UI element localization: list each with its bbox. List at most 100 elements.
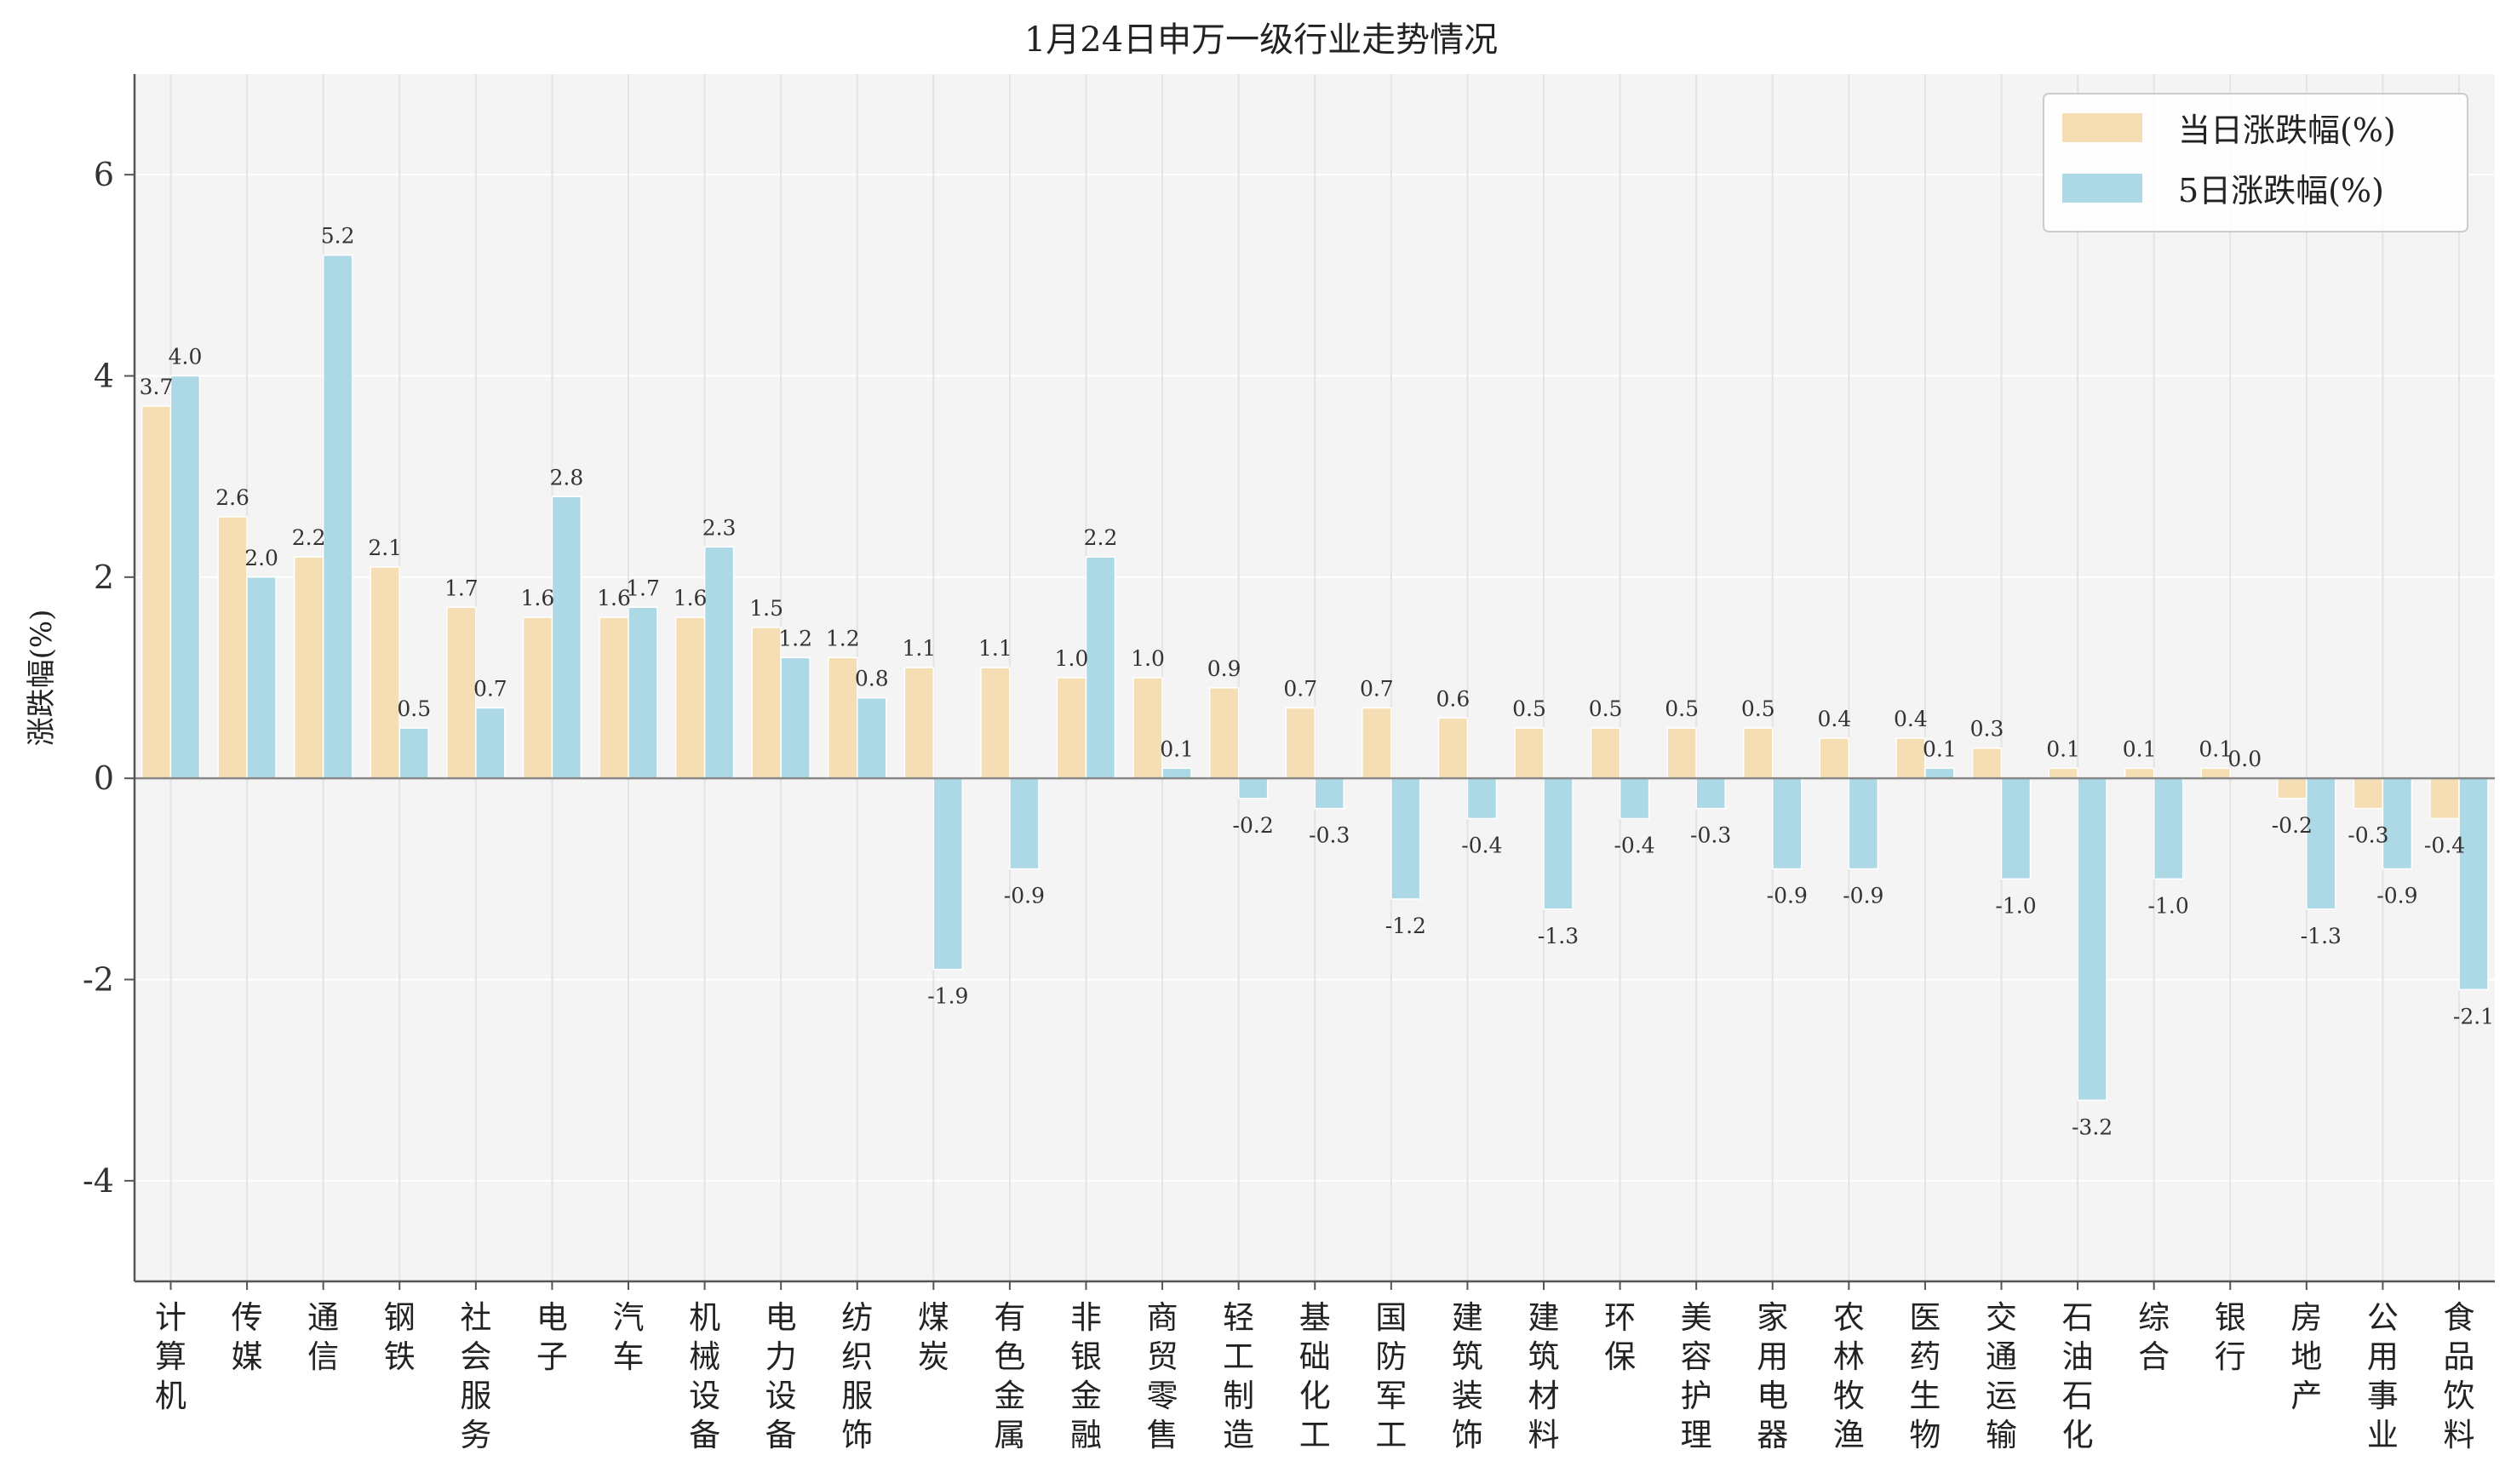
- value-label-daily: 0.3: [1970, 717, 2004, 742]
- value-label-5day: 0.0: [2227, 747, 2262, 771]
- category-label: 社会服务: [460, 1299, 491, 1453]
- value-label-5day: 2.0: [244, 546, 278, 570]
- value-label-daily: 0.9: [1207, 656, 1241, 681]
- category-label: 计算机: [155, 1299, 186, 1414]
- bar-daily: [1362, 707, 1392, 779]
- value-label-daily: 3.7: [140, 375, 174, 399]
- category-label: 通信: [307, 1299, 339, 1375]
- value-label-5day: 0.5: [397, 696, 431, 721]
- bar-daily: [828, 656, 858, 779]
- bar-daily: [980, 667, 1011, 779]
- bar-daily: [446, 606, 477, 779]
- value-label-daily: 0.5: [1665, 696, 1699, 721]
- bar-5day: [1772, 777, 1803, 870]
- bar-5day: [2000, 777, 2032, 880]
- bar-5day: [551, 496, 582, 779]
- bar-5day: [1695, 777, 1726, 810]
- value-label-daily: -0.3: [2348, 823, 2388, 848]
- bar-daily: [1132, 677, 1163, 779]
- value-label-daily: -0.4: [2424, 833, 2465, 857]
- legend-box: [2043, 93, 2468, 232]
- category-label: 公用事业: [2367, 1299, 2399, 1453]
- bar-5day: [1085, 556, 1116, 779]
- value-label-5day: -1.3: [1538, 924, 1579, 948]
- value-label-daily: 0.7: [1360, 676, 1394, 701]
- y-tick-label: -2: [83, 961, 114, 999]
- value-label-5day: 0.8: [855, 667, 889, 691]
- bar-5day: [2153, 777, 2184, 880]
- value-label-5day: 2.3: [702, 515, 737, 540]
- bar-5day: [1619, 777, 1650, 820]
- value-label-5day: -1.3: [2301, 924, 2342, 948]
- bar-daily: [2200, 767, 2231, 779]
- category-label: 有色金属: [994, 1299, 1025, 1453]
- category-label: 建筑材料: [1528, 1299, 1560, 1453]
- value-label-5day: -1.0: [2148, 893, 2189, 918]
- category-label: 综合: [2138, 1299, 2170, 1375]
- bar-5day: [1161, 767, 1192, 779]
- category-label: 农林牧渔: [1833, 1299, 1865, 1453]
- category-label: 纺织服饰: [841, 1299, 873, 1453]
- bar-5day: [246, 576, 277, 779]
- bar-daily: [2048, 767, 2078, 779]
- value-label-daily: 1.6: [521, 586, 555, 610]
- category-label: 食品饮料: [2444, 1299, 2475, 1453]
- category-label: 非银金融: [1070, 1299, 1102, 1453]
- value-label-daily: 0.7: [1283, 676, 1317, 701]
- bar-5day: [1466, 777, 1498, 820]
- bar-daily: [140, 405, 172, 779]
- bar-daily: [2277, 777, 2307, 799]
- y-tick-label: -4: [83, 1162, 114, 1200]
- value-label-daily: 1.6: [597, 586, 631, 610]
- bar-5day: [932, 777, 964, 971]
- bar-5day: [628, 606, 658, 779]
- bar-daily: [674, 616, 706, 779]
- category-label: 交通运输: [1986, 1299, 2017, 1453]
- category-label: 家用电器: [1757, 1299, 1788, 1453]
- value-label-5day: 4.0: [169, 345, 203, 370]
- bar-daily: [903, 667, 935, 779]
- bar-daily: [370, 566, 400, 779]
- bar-daily: [1895, 737, 1926, 779]
- bar-daily: [217, 516, 248, 779]
- value-label-daily: 1.0: [1131, 646, 1165, 671]
- bar-5day: [398, 727, 429, 779]
- bars: [140, 254, 2489, 1102]
- value-label-daily: 0.1: [2123, 736, 2157, 761]
- bar-daily: [2124, 767, 2155, 779]
- category-label: 建筑装饰: [1452, 1299, 1483, 1453]
- y-tick-label: 2: [94, 559, 114, 596]
- value-label-5day: -0.4: [1461, 833, 1502, 857]
- bar-daily: [293, 556, 324, 779]
- value-label-5day: -1.2: [1385, 914, 1426, 938]
- bar-daily: [1437, 717, 1469, 779]
- value-label-5day: 2.2: [1084, 525, 1118, 550]
- value-label-5day: -0.9: [1004, 884, 1045, 908]
- bar-daily: [1208, 687, 1240, 779]
- value-label-daily: 0.5: [1512, 696, 1546, 721]
- value-label-daily: 1.0: [1055, 646, 1089, 671]
- value-label-daily: 0.5: [1589, 696, 1623, 721]
- bar-5day: [2458, 777, 2489, 991]
- category-label: 电子: [536, 1299, 568, 1375]
- value-label-daily: 1.6: [674, 586, 708, 610]
- value-label-5day: -0.3: [1309, 823, 1350, 848]
- bar-daily: [1743, 727, 1774, 779]
- bar-5day: [2306, 777, 2336, 910]
- bar-5day: [2382, 777, 2413, 870]
- bar-5day: [780, 656, 811, 779]
- value-label-5day: -2.1: [2453, 1004, 2494, 1028]
- bar-5day: [1848, 777, 1879, 870]
- legend: 当日涨跌幅(%) 5日涨跌幅(%): [2043, 93, 2468, 232]
- category-label: 房地产: [2290, 1299, 2322, 1414]
- bar-5day: [857, 696, 887, 779]
- chart-title: 1月24日申万一级行业走势情况: [1024, 20, 1498, 60]
- value-label-daily: 0.6: [1436, 686, 1470, 711]
- bar-daily: [1285, 707, 1316, 779]
- category-label: 银行: [2215, 1299, 2246, 1375]
- category-label: 美容护理: [1681, 1299, 1712, 1453]
- bar-daily: [1819, 737, 1850, 779]
- y-tick-label: 0: [94, 759, 114, 797]
